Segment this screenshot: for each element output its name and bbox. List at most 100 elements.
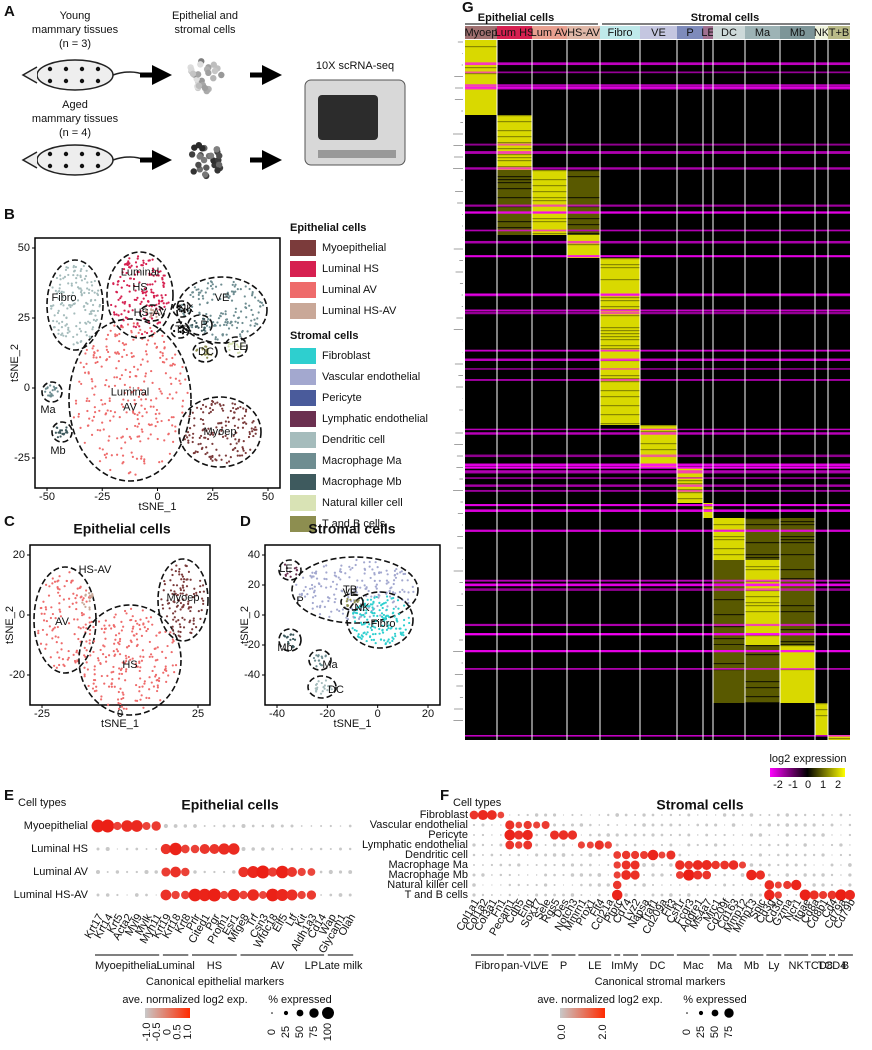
expression-dot xyxy=(535,843,539,847)
cell-point xyxy=(366,598,369,601)
low-expression-row xyxy=(465,583,850,587)
cell-point xyxy=(368,605,371,608)
color-legend-title: ave. normalized log2 exp. xyxy=(122,994,247,1006)
cell-point xyxy=(77,412,81,416)
cell-point xyxy=(148,283,152,286)
cell-point xyxy=(132,634,135,637)
cell-point xyxy=(168,607,171,610)
cluster-outline xyxy=(278,628,302,652)
cell-point xyxy=(354,563,357,567)
cell-point xyxy=(198,590,202,594)
expression-streak xyxy=(532,197,567,199)
cell-point xyxy=(100,365,103,368)
cell-point xyxy=(182,303,186,306)
cell-point xyxy=(163,583,167,586)
cell-point xyxy=(210,281,213,284)
cluster-outline xyxy=(78,604,182,716)
cell-point xyxy=(99,356,102,359)
cell-point xyxy=(189,324,192,327)
cell-point xyxy=(149,326,152,330)
expression-dot xyxy=(607,894,610,896)
expression-dot xyxy=(207,888,221,902)
cell-point xyxy=(313,585,316,588)
cell-point xyxy=(74,265,77,269)
cluster-bar xyxy=(780,26,815,39)
cell-point xyxy=(93,406,96,409)
cell-point xyxy=(231,283,234,286)
cell-point xyxy=(209,457,212,460)
cell-point xyxy=(197,610,200,613)
cell-point xyxy=(188,415,191,418)
cluster-outline xyxy=(170,321,190,339)
expression-dot xyxy=(642,813,646,817)
cell-point xyxy=(156,437,159,441)
expression-dot xyxy=(844,889,856,901)
cell-point xyxy=(125,271,128,275)
cell-point xyxy=(145,309,148,312)
cell-point xyxy=(145,331,149,335)
cell-point xyxy=(82,366,85,369)
cell-point xyxy=(181,365,184,369)
cell-point xyxy=(233,424,237,427)
cell-point xyxy=(148,676,151,679)
cell-point xyxy=(148,259,151,262)
expression-dot xyxy=(785,823,790,827)
cell-point xyxy=(114,634,118,637)
cell-point xyxy=(127,472,130,475)
cell-point xyxy=(301,576,305,579)
low-expression-row xyxy=(465,668,850,670)
cell-point xyxy=(122,625,125,628)
cell-point xyxy=(70,294,73,297)
cell-point xyxy=(123,609,127,613)
expression-dot xyxy=(813,813,816,817)
cell-point xyxy=(51,286,54,289)
size-legend-dot xyxy=(271,1012,273,1014)
expression-dot xyxy=(561,853,566,857)
expression-dot xyxy=(144,869,149,875)
expression-dot xyxy=(504,829,516,841)
expression-streak xyxy=(567,233,600,235)
cell-point xyxy=(92,345,95,348)
expression-dot xyxy=(193,870,197,874)
cell-point xyxy=(53,388,56,391)
legend-label: Macrophage Ma xyxy=(322,455,402,467)
cell-point xyxy=(339,568,342,571)
expression-dot xyxy=(169,842,182,856)
cell-point xyxy=(56,390,59,393)
cell-point xyxy=(136,257,139,260)
cell-point xyxy=(385,579,389,582)
cell-point xyxy=(236,288,239,291)
cell-point xyxy=(247,435,251,439)
cell-point xyxy=(403,604,406,607)
cell-point xyxy=(132,338,135,341)
expression-dot xyxy=(517,894,520,896)
cell-point xyxy=(80,611,83,615)
cell-point xyxy=(360,623,364,626)
cell-point xyxy=(98,303,102,307)
expression-dot xyxy=(570,823,574,827)
cell-point xyxy=(165,680,168,683)
cell-point xyxy=(157,299,161,302)
cell-point xyxy=(170,568,173,571)
expression-dot xyxy=(669,823,673,827)
cell-point xyxy=(186,431,190,434)
cell-point xyxy=(152,405,155,408)
cell-point xyxy=(411,585,414,589)
gland xyxy=(47,151,53,157)
cell-point xyxy=(328,615,331,618)
cell-point xyxy=(199,418,203,421)
cell-point xyxy=(121,342,124,345)
cell-point xyxy=(57,328,60,332)
expression-dot xyxy=(660,863,664,867)
expression-dot xyxy=(633,823,637,827)
expression-dot xyxy=(785,843,789,847)
cell-point xyxy=(371,622,374,625)
cell-point xyxy=(49,391,52,394)
cell-point xyxy=(91,303,95,307)
group-header: Epithelial cells xyxy=(478,12,554,24)
color-legend-title: ave. normalized log2 exp. xyxy=(537,994,662,1006)
size-legend-tick: 0 xyxy=(681,1029,693,1035)
cell-point xyxy=(140,634,144,637)
cell-point xyxy=(171,573,174,577)
expression-dot xyxy=(338,870,343,874)
